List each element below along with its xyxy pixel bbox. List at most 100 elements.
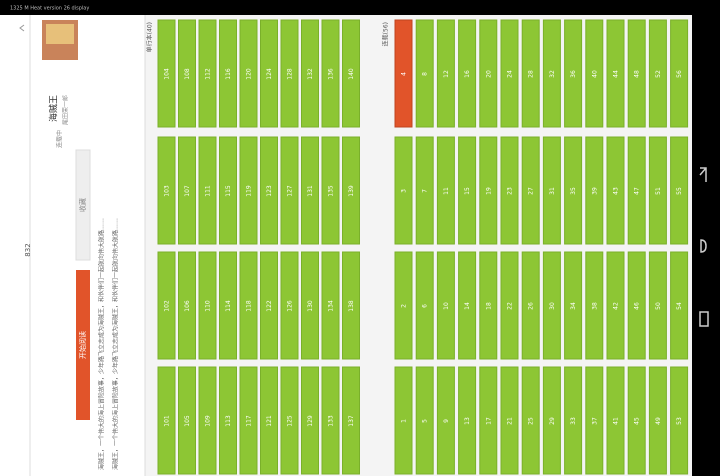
episode-tile[interactable] [458,251,477,360]
episode-tile[interactable] [280,366,299,475]
episode-tile[interactable] [458,366,477,475]
episode-tile[interactable] [521,136,540,245]
episode-tile[interactable] [606,19,625,128]
episode-tile[interactable] [178,251,196,360]
episode-tile[interactable] [564,251,583,360]
episode-tile[interactable] [521,251,540,360]
episode-tile[interactable] [585,251,604,360]
episode-tile[interactable] [415,366,434,475]
episode-tile[interactable] [321,19,340,128]
episode-tile[interactable] [260,136,278,245]
episode-tile[interactable] [500,136,519,245]
episode-tile[interactable] [627,19,646,128]
episode-tile[interactable] [239,19,258,128]
episode-tile[interactable] [415,136,434,245]
episode-tile[interactable] [670,366,689,475]
episode-tile[interactable] [342,251,360,360]
episode-tile[interactable] [585,366,604,475]
episode-tile[interactable] [627,136,646,245]
episode-tile[interactable] [542,19,561,128]
episode-tile[interactable] [500,19,519,128]
episode-tile[interactable] [219,136,237,245]
episode-tile[interactable] [521,19,540,128]
episode-tile[interactable] [219,251,237,360]
episode-tile[interactable] [157,136,176,245]
episode-tile[interactable] [280,251,299,360]
episode-tile[interactable] [301,251,319,360]
episode-tile[interactable] [627,366,646,475]
episode-tile[interactable] [321,136,340,245]
episode-tile[interactable] [606,366,625,475]
episode-tile[interactable] [648,19,667,128]
episode-tile[interactable] [670,19,689,128]
episode-tile[interactable] [394,19,413,128]
episode-tile[interactable] [542,251,561,360]
episode-tile[interactable] [342,19,360,128]
episode-tile[interactable] [239,366,258,475]
episode-tile[interactable] [606,251,625,360]
episode-tile[interactable] [321,366,340,475]
episode-tile[interactable] [157,251,176,360]
episode-tile[interactable] [280,136,299,245]
episode-tile[interactable] [436,136,455,245]
episode-tile[interactable] [458,19,477,128]
episode-tile[interactable] [260,251,278,360]
episode-tile[interactable] [301,136,319,245]
episode-tile[interactable] [648,251,667,360]
episode-tile[interactable] [198,136,217,245]
episode-tile[interactable] [198,251,217,360]
episode-tile[interactable] [627,251,646,360]
favorite-button[interactable] [75,149,91,261]
episode-tile[interactable] [239,251,258,360]
episode-tile[interactable] [500,251,519,360]
episode-tile[interactable] [436,19,455,128]
episode-tile[interactable] [479,366,498,475]
episode-tile[interactable] [415,251,434,360]
episode-tile[interactable] [157,19,176,128]
episode-tile[interactable] [321,251,340,360]
episode-tile[interactable] [564,366,583,475]
episode-tile[interactable] [178,136,196,245]
episode-tile[interactable] [585,136,604,245]
read-button[interactable] [76,270,90,420]
episode-tile[interactable] [260,19,278,128]
book-title: 海贼王 [48,95,60,122]
episode-tile[interactable] [260,366,278,475]
episode-tile[interactable] [670,136,689,245]
episode-tile[interactable] [178,19,196,128]
episode-tile[interactable] [280,19,299,128]
episode-tile[interactable] [436,251,455,360]
episode-tile[interactable] [198,19,217,128]
episode-tile[interactable] [301,19,319,128]
episode-tile[interactable] [500,366,519,475]
episode-tile[interactable] [436,366,455,475]
episode-tile[interactable] [198,366,217,475]
episode-tile[interactable] [542,136,561,245]
episode-tile[interactable] [178,366,196,475]
episode-tile[interactable] [564,136,583,245]
episode-tile[interactable] [415,19,434,128]
episode-tile[interactable] [648,136,667,245]
episode-tile[interactable] [458,136,477,245]
episode-tile[interactable] [394,136,413,245]
episode-tile[interactable] [479,19,498,128]
episode-tile[interactable] [585,19,604,128]
episode-tile[interactable] [542,366,561,475]
episode-tile[interactable] [479,251,498,360]
episode-tile[interactable] [342,136,360,245]
episode-tile[interactable] [521,366,540,475]
episode-tile[interactable] [219,366,237,475]
episode-tile[interactable] [394,366,413,475]
back-button[interactable] [19,24,25,32]
episode-tile[interactable] [564,19,583,128]
episode-tile[interactable] [157,366,176,475]
episode-tile[interactable] [239,136,258,245]
episode-tile[interactable] [301,366,319,475]
episode-tile[interactable] [342,366,360,475]
episode-tile[interactable] [219,19,237,128]
episode-tile[interactable] [670,251,689,360]
episode-tile[interactable] [648,366,667,475]
episode-tile[interactable] [479,136,498,245]
episode-tile[interactable] [394,251,413,360]
episode-tile[interactable] [606,136,625,245]
